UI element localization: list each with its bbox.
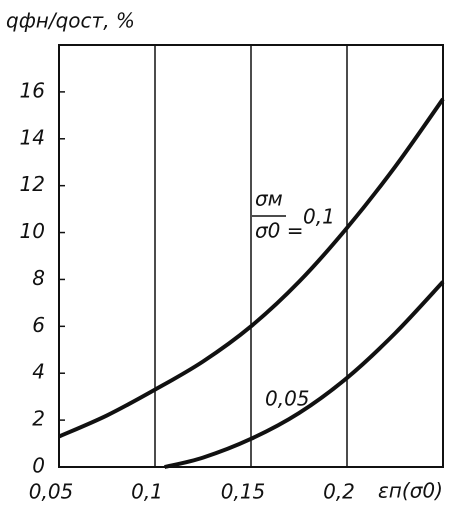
curve-label: 0,05: [265, 387, 310, 411]
curve: [58, 97, 445, 439]
curve-label: 0,1: [303, 205, 335, 229]
annotation-numerator: σм: [255, 187, 283, 211]
y-tick-label: 16: [20, 78, 45, 102]
y-tick-label: 12: [20, 172, 45, 196]
y-tick-label: 0: [32, 454, 45, 478]
y-tick-label: 2: [32, 407, 45, 431]
y-tick-label: 10: [20, 219, 45, 243]
y-tick-label: 14: [20, 125, 45, 149]
annotation-denominator: σ0 =: [255, 219, 304, 243]
y-tick-label: 4: [32, 360, 45, 384]
y-tick-label: 8: [32, 266, 45, 290]
x-tick-label: 0,2: [323, 480, 355, 504]
x-axis-label: εп(σ0): [378, 479, 443, 503]
y-axis-label: qфн/qост, %: [6, 9, 135, 33]
y-tick-label: 6: [32, 313, 45, 337]
x-tick-label: 0,05: [29, 480, 74, 504]
curve: [164, 280, 445, 469]
x-tick-label: 0,1: [131, 480, 163, 504]
x-tick-label: 0,15: [221, 480, 266, 504]
